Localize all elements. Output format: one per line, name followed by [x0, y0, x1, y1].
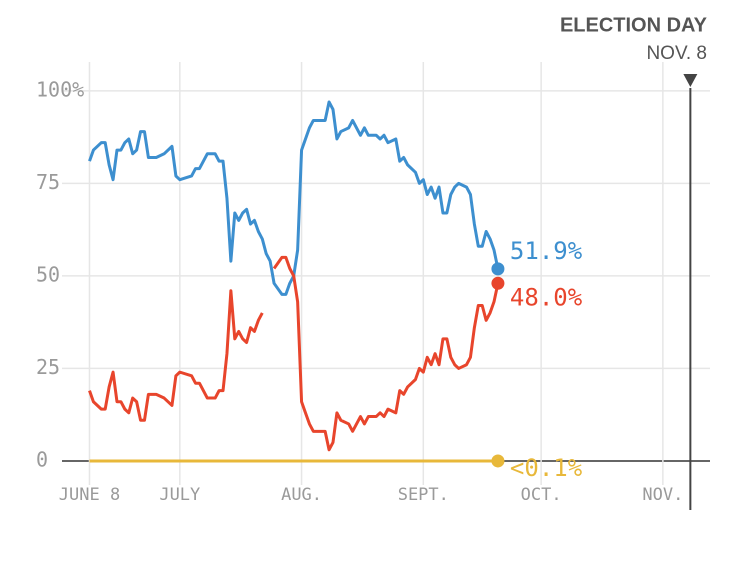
- y-tick-label: 25: [36, 355, 60, 379]
- series-line: [88, 255, 500, 452]
- election-day-marker: [683, 74, 698, 87]
- x-tick-label: AUG.: [281, 485, 322, 505]
- series-line: [88, 100, 500, 296]
- end-label: 51.9%: [510, 237, 583, 265]
- x-tick-label: SEPT.: [398, 485, 449, 505]
- end-label: <0.1%: [510, 454, 583, 482]
- end-label: 48.0%: [510, 283, 583, 311]
- x-tick-label: NOV.: [642, 485, 683, 505]
- end-dot: [491, 454, 505, 468]
- end-dot: [491, 276, 505, 290]
- y-tick-label: 0: [36, 447, 48, 471]
- y-tick-label: 75: [36, 170, 60, 194]
- x-tick-label: OCT.: [521, 485, 562, 505]
- annotation-subtitle: NOV. 8: [646, 43, 707, 64]
- end-dot: [491, 262, 505, 276]
- y-tick-label: 100%: [36, 77, 84, 101]
- y-tick-label: 50: [36, 262, 60, 286]
- annotation-title: ELECTION DAY: [560, 14, 708, 36]
- x-tick-label: JULY: [159, 485, 200, 505]
- x-tick-label: JUNE 8: [59, 485, 120, 505]
